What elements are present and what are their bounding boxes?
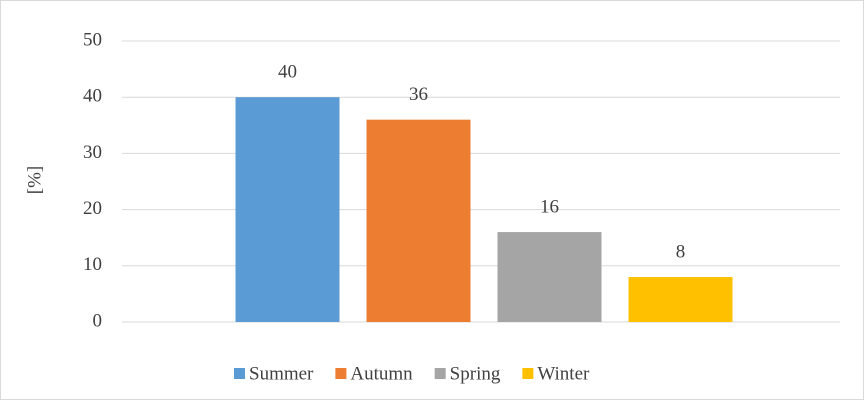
bar	[497, 232, 602, 322]
bar	[366, 119, 471, 323]
data-label: 40	[278, 62, 297, 83]
legend-label: Spring	[450, 363, 501, 384]
legend-label: Winter	[537, 363, 590, 384]
y-tick-label: 0	[93, 310, 103, 331]
y-tick-label: 40	[83, 86, 102, 107]
legend-swatch	[522, 368, 534, 379]
legend-swatch	[335, 368, 347, 379]
data-label: 16	[540, 196, 559, 217]
legend-label: Autumn	[350, 363, 413, 384]
legend-label: Summer	[249, 363, 314, 384]
data-label: 36	[409, 84, 428, 105]
legend-swatch	[234, 368, 245, 379]
bar	[235, 97, 340, 322]
y-axis-label: [%]	[24, 166, 45, 194]
data-label: 8	[676, 241, 686, 262]
legend-swatch	[434, 368, 446, 379]
bar	[628, 277, 733, 322]
y-tick-label: 20	[83, 198, 102, 219]
y-tick-label: 50	[83, 29, 102, 50]
y-tick-label: 30	[83, 142, 102, 163]
y-tick-label: 10	[83, 254, 102, 275]
